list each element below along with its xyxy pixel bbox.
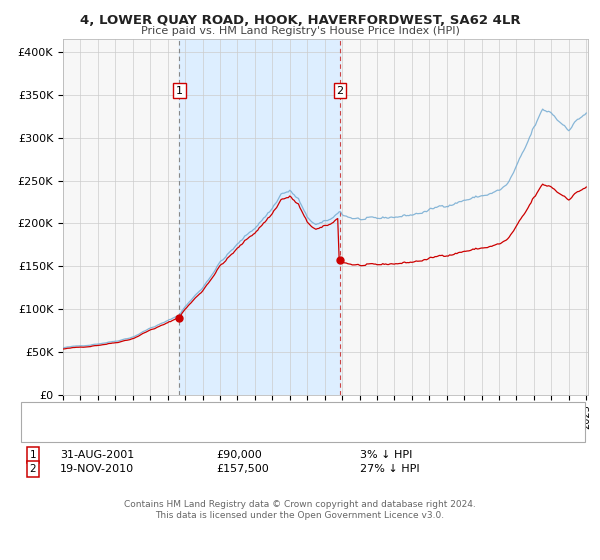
Text: Contains HM Land Registry data © Crown copyright and database right 2024.: Contains HM Land Registry data © Crown c…: [124, 500, 476, 509]
Text: 3% ↓ HPI: 3% ↓ HPI: [360, 450, 412, 460]
Text: HPI: Average price, detached house, Pembrokeshire: HPI: Average price, detached house, Pemb…: [72, 424, 342, 435]
Bar: [179, 39, 340, 395]
Text: 4, LOWER QUAY ROAD, HOOK, HAVERFORDWEST, SA62 4LR: 4, LOWER QUAY ROAD, HOOK, HAVERFORDWEST,…: [80, 14, 520, 27]
Text: 31-AUG-2001: 31-AUG-2001: [60, 450, 134, 460]
Text: This data is licensed under the Open Government Licence v3.0.: This data is licensed under the Open Gov…: [155, 511, 445, 520]
Text: 1: 1: [29, 450, 37, 460]
Text: £157,500: £157,500: [216, 464, 269, 474]
Text: 27% ↓ HPI: 27% ↓ HPI: [360, 464, 419, 474]
Text: 19-NOV-2010: 19-NOV-2010: [60, 464, 134, 474]
Text: 2: 2: [29, 464, 37, 474]
Text: 4, LOWER QUAY ROAD, HOOK, HAVERFORDWEST, SA62 4LR (detached house): 4, LOWER QUAY ROAD, HOOK, HAVERFORDWEST,…: [72, 409, 478, 419]
Text: 2: 2: [337, 86, 343, 96]
Text: Price paid vs. HM Land Registry's House Price Index (HPI): Price paid vs. HM Land Registry's House …: [140, 26, 460, 36]
Text: £90,000: £90,000: [216, 450, 262, 460]
Text: 1: 1: [176, 86, 183, 96]
